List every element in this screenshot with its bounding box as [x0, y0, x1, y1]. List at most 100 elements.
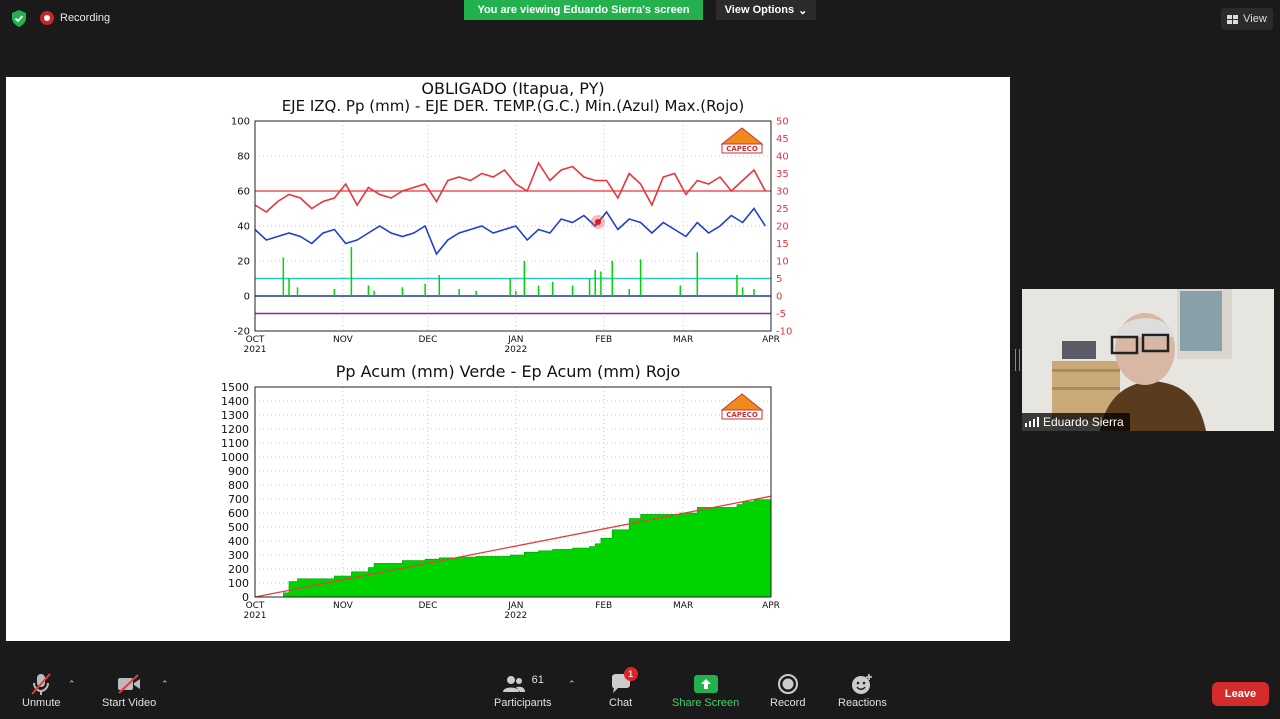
chart2-x-ticks: OCT NOV DEC JAN FEB MAR APR 2021 2022 [244, 601, 780, 621]
chart1-subtitle: EJE IZQ. Pp (mm) - EJE DER. TEMP.(G.C.) … [282, 97, 745, 115]
view-options-button[interactable]: View Options ⌄ [716, 0, 816, 20]
chart1-tmin-line [254, 207, 766, 256]
chart1-y-left-tick-label: 40 [237, 222, 250, 233]
chart2-x-tick-label: FEB [595, 601, 612, 611]
chart2-x-tick-label: JAN [507, 601, 523, 611]
chart1-y-left-tick-label: 100 [231, 117, 250, 128]
chat-button[interactable]: 1 Chat [609, 667, 638, 709]
capeco-logo-text: CAPECO [726, 411, 758, 419]
reactions-label: Reactions [838, 697, 887, 709]
start-video-label: Start Video [102, 697, 157, 709]
chart1-plot-frame [254, 120, 772, 332]
chart2-y-tick-label: 500 [228, 521, 249, 534]
chart2-x-tick-label: DEC [418, 601, 437, 611]
chart1-y-left-tick-label: 80 [237, 152, 250, 163]
chart1-y-right-tick-label: 15 [776, 239, 789, 250]
chart2-x-tick-label: MAR [673, 601, 693, 611]
capeco-logo: CAPECO [720, 127, 764, 154]
chart2-y-tick-label: 1100 [221, 437, 249, 450]
meeting-toolbar: Unmute ⌃ Start Video ⌃ 61 Participants ⌃ [0, 663, 1280, 719]
chart1-x-tick-label: JAN [507, 335, 523, 345]
unmute-button[interactable]: Unmute [22, 671, 61, 709]
chart1-y-right-tick-label: 20 [776, 222, 789, 233]
chart1-tmax-line [254, 161, 767, 213]
view-options-label: View Options [724, 4, 795, 16]
chart1-y-right-tick-label: -10 [776, 327, 792, 338]
participant-video[interactable]: Eduardo Sierra [1022, 289, 1274, 431]
chart2-y-tick-label: 1000 [221, 451, 249, 464]
chart2-x-year-label: 2021 [244, 611, 267, 621]
chart2-y-tick-label: 0 [242, 591, 249, 604]
chart2-x-tick-label: APR [762, 601, 780, 611]
view-button[interactable]: View [1221, 8, 1273, 30]
chart1-x-ticks: OCT NOV DEC JAN FEB MAR APR 2021 2022 [244, 335, 780, 355]
chart1-y-right-tick-label: -5 [776, 309, 786, 320]
capeco-logo-text: CAPECO [726, 145, 758, 153]
chart1-y-right-tick-label: 25 [776, 204, 789, 215]
participants-label: Participants [494, 697, 552, 709]
start-video-button[interactable]: Start Video [102, 671, 156, 709]
chevron-up-icon[interactable]: ⌃ [161, 679, 169, 689]
chart1-reference-lines [255, 190, 771, 315]
panel-resize-handle[interactable] [1015, 349, 1020, 371]
share-screen-button[interactable]: Share Screen [672, 671, 739, 709]
chart2-precip-accum-area [255, 499, 772, 598]
chart1-y-right-tick-label: 5 [776, 274, 782, 285]
participants-button[interactable]: 61 Participants [494, 671, 551, 709]
record-button[interactable]: Record [770, 671, 805, 709]
record-icon [777, 674, 798, 694]
shared-charts: OBLIGADO (Itapua, PY) EJE IZQ. Pp (mm) -… [221, 79, 792, 621]
chart1-x-year-label: 2021 [244, 345, 267, 355]
top-bar: Recording You are viewing Eduardo Sierra… [0, 0, 1280, 36]
chart1-x-tick-label: MAR [673, 335, 693, 345]
view-label: View [1243, 13, 1267, 25]
chart2-title: Pp Acum (mm) Verde - Ep Acum (mm) Rojo [336, 362, 680, 381]
chart1-y-right-tick-label: 0 [776, 292, 782, 303]
chevron-down-icon: ⌄ [798, 4, 808, 17]
chart1-x-tick-label: NOV [333, 335, 354, 345]
chart2-y-tick-label: 400 [228, 535, 249, 548]
microphone-muted-icon [31, 673, 52, 695]
chevron-up-icon[interactable]: ⌃ [568, 679, 576, 689]
recording-indicator[interactable]: Recording [40, 11, 110, 25]
recording-label: Recording [60, 12, 111, 24]
chevron-up-icon[interactable]: ⌃ [68, 679, 76, 689]
chart2-y-tick-label: 700 [228, 493, 249, 506]
chart2-y-tick-label: 800 [228, 479, 249, 492]
signal-icon [1025, 417, 1039, 427]
chart1-y-left-ticks: 100 80 60 40 20 0 -20 [231, 117, 250, 338]
chart1-y-left-tick-label: 20 [237, 257, 250, 268]
chart2-x-year-label: 2022 [504, 611, 527, 621]
chart1-x-year-label: 2022 [504, 345, 527, 355]
shared-screen: OBLIGADO (Itapua, PY) EJE IZQ. Pp (mm) -… [6, 77, 1010, 641]
chart2-evap-accum-line [254, 495, 772, 598]
chart2-y-tick-label: 900 [228, 465, 249, 478]
video-camera-off-icon [118, 674, 141, 694]
shield-icon[interactable] [11, 10, 27, 27]
recording-icon [40, 11, 54, 25]
chart1-y-right-tick-label: 45 [776, 134, 789, 145]
chart1-y-left-tick-label: 60 [237, 187, 250, 198]
chart1-y-right-tick-label: 10 [776, 257, 789, 268]
reactions-button[interactable]: Reactions [838, 671, 887, 709]
chart2-y-tick-label: 100 [228, 577, 249, 590]
chart1-title: OBLIGADO (Itapua, PY) [421, 79, 604, 98]
chart2-y-tick-label: 1300 [221, 409, 249, 422]
chart2-y-tick-label: 1200 [221, 423, 249, 436]
share-screen-label: Share Screen [672, 697, 740, 709]
chart2-y-tick-label: 1400 [221, 395, 249, 408]
leave-button[interactable]: Leave [1212, 682, 1269, 706]
participants-count: 61 [531, 674, 544, 686]
chart1-y-right-tick-label: 35 [776, 169, 789, 180]
chart1-y-left-tick-label: 0 [244, 292, 250, 303]
chart2-y-tick-label: 1500 [221, 381, 249, 394]
chart1-y-right-tick-label: 30 [776, 187, 789, 198]
chart1-y-right-tick-label: 40 [776, 152, 789, 163]
chart1-series [254, 161, 767, 296]
chart1-x-tick-label: FEB [595, 335, 612, 345]
grid-icon [1227, 14, 1239, 24]
chat-label: Chat [609, 697, 633, 709]
capeco-logo-2: CAPECO [720, 393, 764, 420]
chart1-x-tick-label: OCT [246, 335, 265, 345]
chart2-x-tick-label: NOV [333, 601, 354, 611]
